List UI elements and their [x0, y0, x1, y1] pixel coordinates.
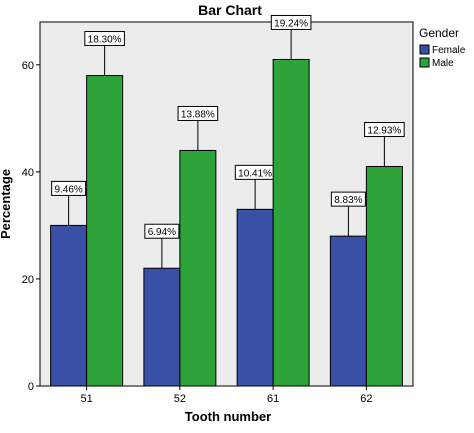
data-label-box-male-61 [270, 14, 312, 30]
bar-male-61 [272, 58, 310, 387]
y-tick-label-40: 40 [22, 167, 34, 179]
bar-male-62 [365, 166, 403, 387]
legend-swatch-female [419, 44, 430, 55]
data-label-male-61: 19.24% [274, 18, 308, 29]
bar-male-51 [86, 75, 124, 387]
data-label-male-62: 12.93% [367, 126, 401, 137]
bar-female-62 [329, 235, 367, 387]
data-label-male-51: 18.30% [88, 35, 122, 46]
bars-layer: 9.46% 18.30% 6.94% 13.88% 10.41% 19.24% 8.83% 1… [50, 14, 405, 387]
x-tick-label-62: 62 [360, 393, 372, 405]
x-axis-label: Tooth number [185, 409, 271, 424]
axis-layer: 51 52 61 62 0 20 40 60 [22, 60, 373, 405]
data-label-box-female-51 [51, 180, 87, 196]
data-label-female-62: 8.83% [334, 195, 362, 206]
y-tick-label-0: 0 [28, 381, 34, 393]
data-label-box-male-52 [177, 105, 219, 121]
bar-male-52 [179, 149, 217, 387]
x-tick-label-51: 51 [81, 393, 93, 405]
data-label-female-61: 10.41% [238, 168, 272, 179]
bar-female-51 [50, 224, 88, 387]
y-tick-label-60: 60 [22, 60, 34, 72]
data-label-female-51: 9.46% [54, 184, 82, 195]
data-label-box-female-52 [144, 223, 180, 239]
legend-title: Gender [419, 26, 459, 40]
legend: Gender Female Male [419, 26, 466, 69]
data-label-box-female-62 [330, 191, 366, 207]
y-axis-label: Percentage [0, 169, 13, 239]
chart-title: Bar Chart [198, 2, 262, 18]
x-tick-label-52: 52 [174, 393, 186, 405]
legend-label-female: Female [432, 45, 466, 56]
bar-female-52 [143, 267, 181, 387]
bar-female-61 [236, 208, 274, 387]
data-label-male-52: 13.88% [181, 109, 215, 120]
legend-swatch-male [419, 57, 430, 68]
y-tick-label-20: 20 [22, 274, 34, 286]
data-label-box-male-51 [84, 31, 125, 47]
x-tick-label-61: 61 [267, 393, 279, 405]
data-label-female-52: 6.94% [148, 227, 176, 238]
legend-label-male: Male [432, 58, 454, 69]
data-label-box-male-62 [364, 122, 405, 138]
